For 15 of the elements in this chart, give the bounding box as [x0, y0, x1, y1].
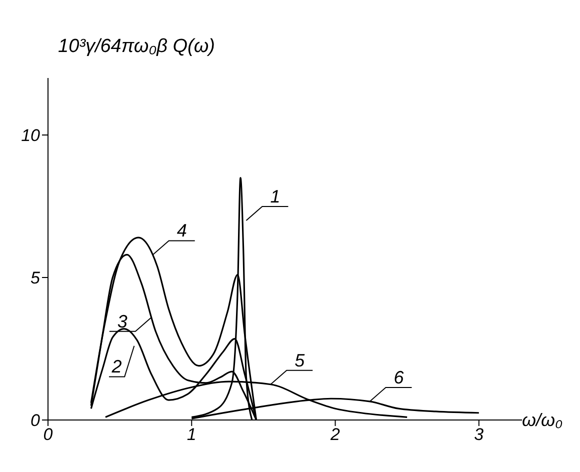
y-axis-title: 10³γ/64πω₀β Q(ω)	[58, 36, 216, 57]
y-tick-label: 5	[30, 268, 41, 288]
annotation: 5	[294, 350, 306, 370]
annotation: 4	[176, 220, 187, 241]
x-axis-title: ω/ω₀	[522, 410, 564, 430]
x-tick-label: 3	[474, 425, 484, 444]
x-tick-label: 2	[330, 425, 341, 444]
annotation: 2	[110, 356, 122, 377]
y-tick-label: 0	[30, 411, 41, 430]
x-tick-label: 0	[43, 425, 54, 444]
annotation: 6	[394, 367, 405, 388]
x-tick-label: 1	[186, 425, 196, 444]
y-tick-label: 10	[21, 126, 41, 146]
annotation: 1	[270, 186, 280, 206]
annotation: 3	[117, 311, 128, 332]
